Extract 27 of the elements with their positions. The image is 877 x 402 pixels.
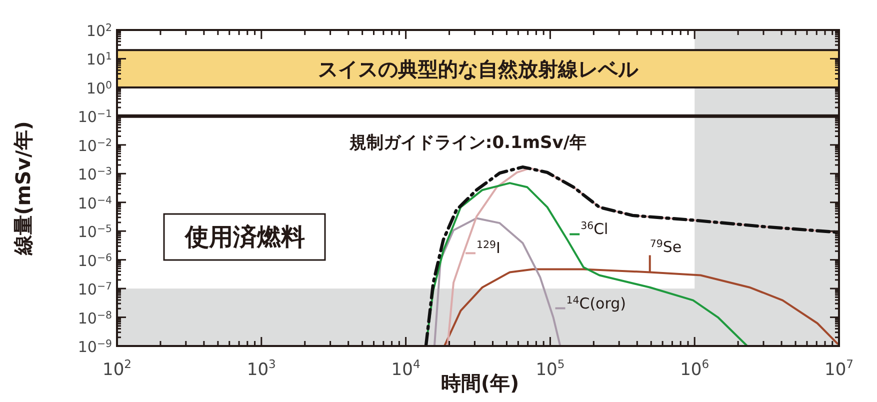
y-axis-title: 線量(mSv/年)	[11, 121, 35, 256]
x-tick-label: 10$^{5}$	[536, 357, 565, 380]
y-tick-label: 10$^{−1}$	[78, 108, 112, 126]
y-tick-label: 10$^{2}$	[86, 22, 112, 40]
y-tick-label: 10$^{−5}$	[78, 223, 112, 242]
y-tick-label: 10$^{−6}$	[78, 252, 112, 270]
series-label: $^{79}$Se	[650, 238, 682, 256]
y-tick-label: 10$^{−2}$	[78, 136, 112, 155]
y-tick-label: 10$^{−8}$	[78, 309, 112, 328]
y-tick-label: 10$^{0}$	[86, 79, 112, 98]
y-tick-label: 10$^{−4}$	[78, 194, 112, 212]
x-tick-label: 10$^{4}$	[391, 357, 420, 380]
x-tick-label: 10$^{2}$	[102, 357, 132, 380]
legend-label: $^{14}$C(org)	[566, 294, 626, 312]
annotation: 使用済燃料	[184, 223, 305, 251]
x-tick-label: 10$^{6}$	[680, 357, 710, 380]
x-tick-label: 10$^{7}$	[824, 357, 854, 380]
y-tick-label: 10$^{1}$	[86, 50, 112, 69]
legend-label: $^{129}$I	[476, 239, 500, 258]
y-tick-label: 10$^{−9}$	[78, 338, 112, 356]
x-axis-title: 時間(年)	[440, 371, 520, 395]
legend-label: $^{36}$Cl	[580, 220, 608, 238]
band-label: スイスの典型的な自然放射線レベル	[318, 56, 639, 81]
x-tick-label: 10$^{3}$	[246, 357, 276, 380]
y-tick-label: 10$^{−3}$	[78, 166, 112, 184]
y-tick-label: 10$^{−7}$	[78, 280, 112, 299]
ref-line-label: 規制ガイドライン:0.1mSv/年	[348, 133, 587, 154]
